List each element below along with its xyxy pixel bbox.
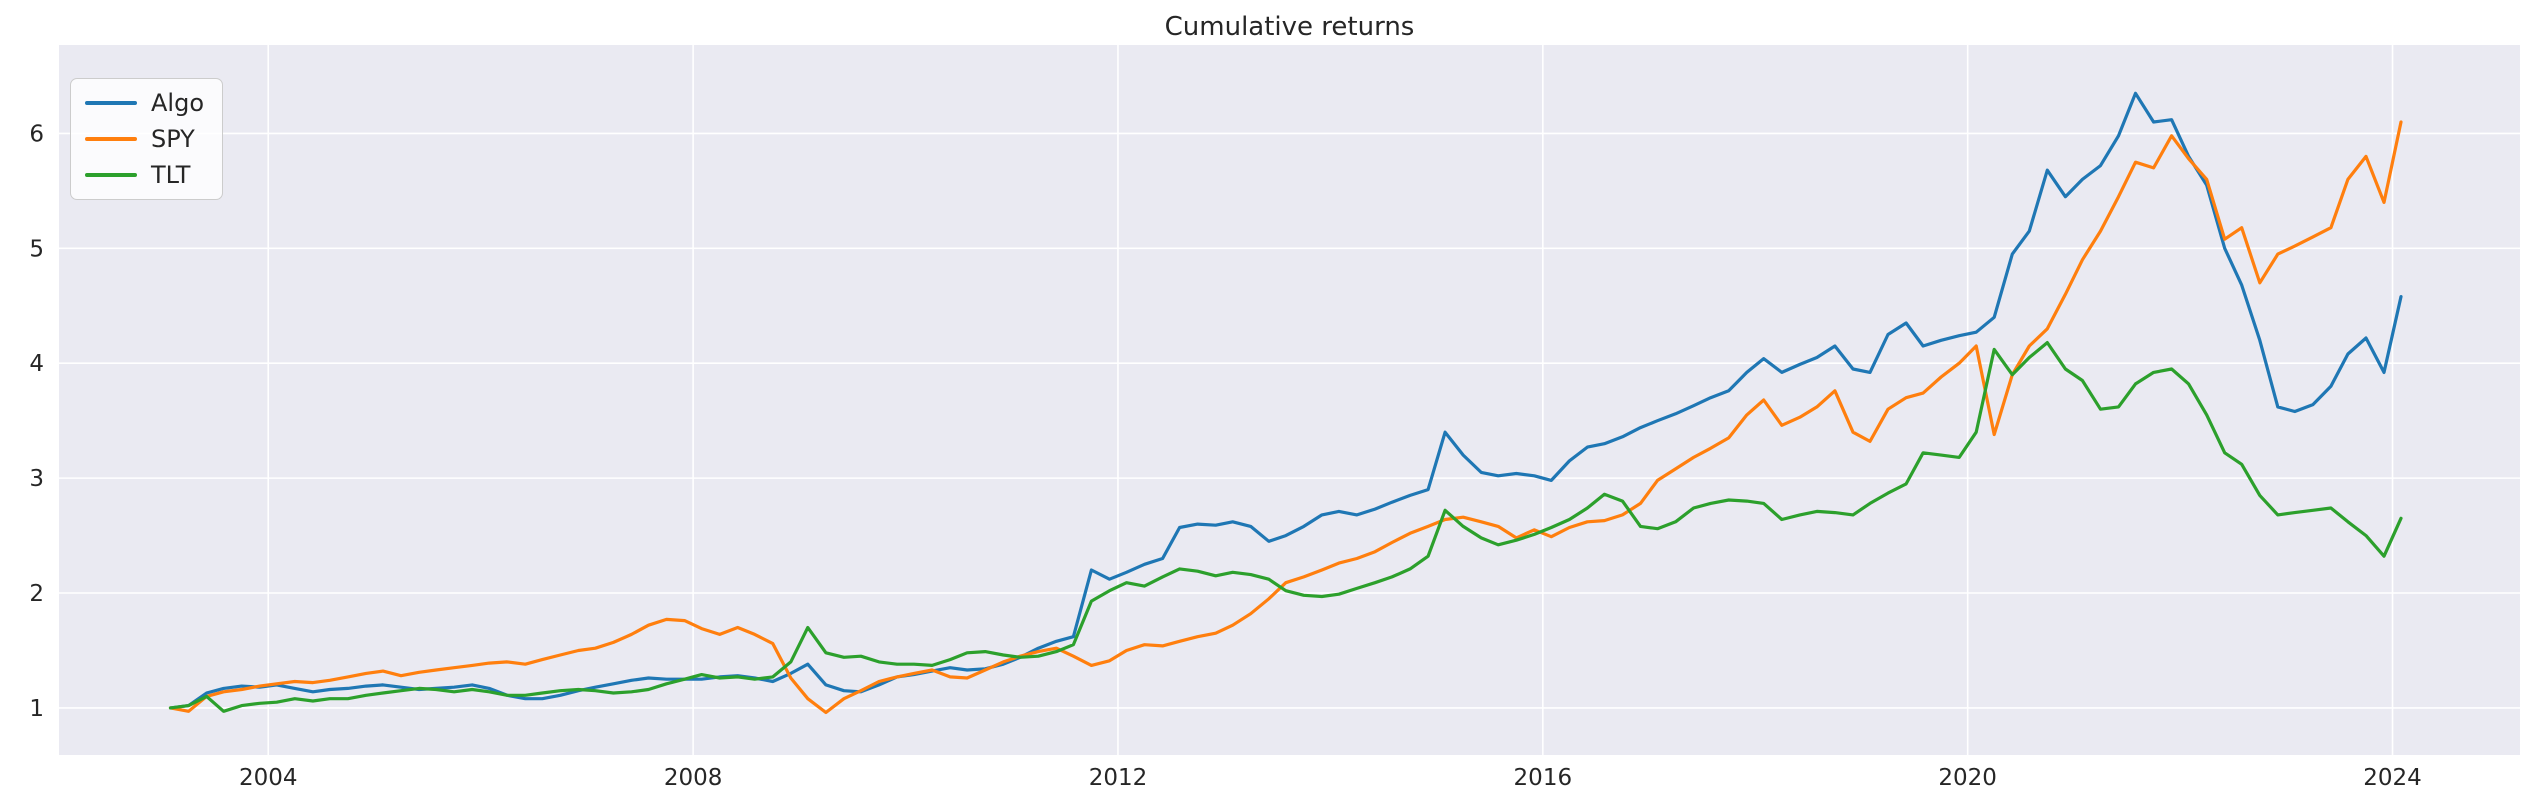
spy-line-swatch [85,136,137,142]
axes-background [59,45,2520,755]
series-line-algo [168,91,2403,710]
x-tick-label: 2016 [1514,765,1573,791]
x-tick-label: 2012 [1089,765,1148,791]
y-tick-label: 6 [29,121,44,147]
x-tick-label: 2004 [239,765,298,791]
y-tick-label: 3 [29,466,44,492]
x-tick-label: 2024 [2363,765,2422,791]
legend-entry-algo: Algo [85,91,204,115]
legend-label-tlt: TLT [151,161,191,189]
legend-entry-tlt: TLT [85,163,204,187]
y-tick-label: 1 [29,696,44,722]
legend: Algo SPY TLT [70,78,224,200]
x-tick-label: 2008 [664,765,723,791]
x-tick-label: 2020 [1938,765,1997,791]
y-tick-label: 5 [29,236,44,262]
algo-line-swatch [85,100,137,106]
chart-title: Cumulative returns [1164,12,1415,42]
series-line-tlt [168,341,2403,713]
tlt-line-swatch [85,172,137,178]
y-tick-label: 4 [29,351,44,377]
y-tick-label: 2 [29,581,44,607]
legend-entry-spy: SPY [85,127,204,151]
legend-label-spy: SPY [151,125,195,153]
legend-label-algo: Algo [151,89,205,117]
series-line-spy [168,120,2403,715]
